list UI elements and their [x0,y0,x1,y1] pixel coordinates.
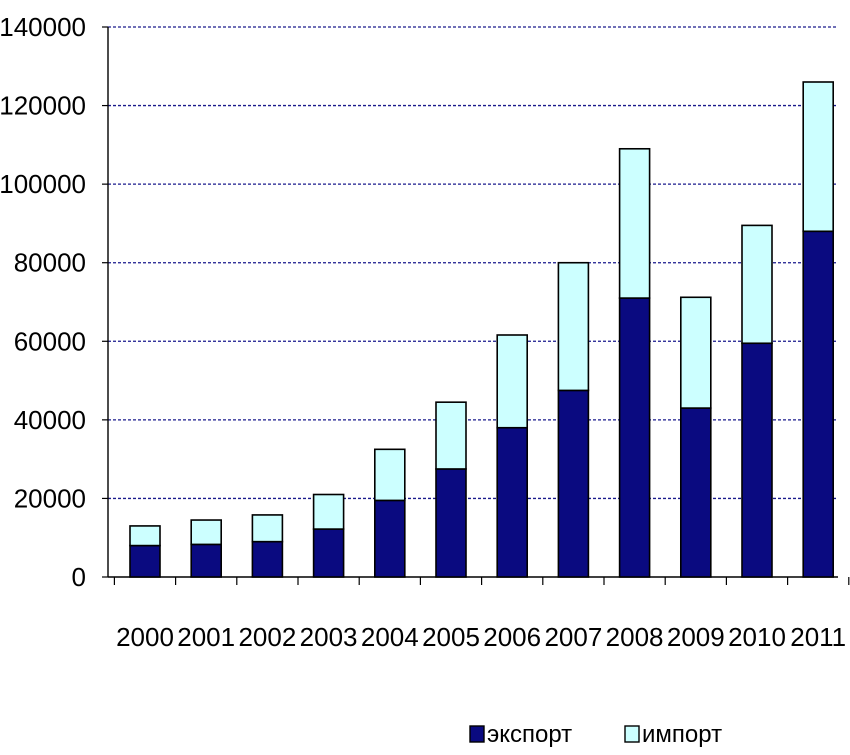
tick-labels: 0 20000 40000 60000 80000 100000 120000 140000 2… [0,12,846,652]
axes [102,26,850,585]
bar-export-2003 [312,528,345,578]
bar-export-2004 [373,499,406,578]
x-tick-label: 2005 [422,622,480,652]
bar-export-2005 [435,468,467,578]
x-tick-label: 2010 [728,622,786,652]
x-tick-label: 2006 [483,622,541,652]
bar-import-2001 [190,519,222,546]
y-tick-label: 20000 [14,483,86,513]
y-tick-label: 0 [72,562,86,592]
bar-import-2010 [741,224,773,345]
x-tick-label: 2002 [238,622,296,652]
x-tick-label: 2007 [544,622,602,652]
bar-import-2000 [129,525,161,547]
y-tick-label: 60000 [14,326,86,356]
bar-export-2002 [251,540,284,578]
bar-import-2002 [251,514,284,543]
y-tick-label: 80000 [14,248,86,278]
bar-export-2001 [190,543,222,578]
x-tick-label: 2009 [667,622,725,652]
bars [129,81,835,578]
bar-import-2008 [618,147,651,299]
y-tick-label: 100000 [0,169,86,199]
x-tick-label: 2008 [606,622,664,652]
legend-label-import: импорт [642,721,722,748]
bar-import-2009 [679,296,712,409]
gridlines [108,26,838,500]
bar-export-2009 [679,407,712,578]
bar-export-2006 [496,426,529,578]
bar-export-2007 [557,389,590,578]
x-tick-label: 2001 [177,622,235,652]
legend-swatch-import [624,725,640,743]
x-tick-label: 2004 [361,622,419,652]
bar-export-2011 [802,230,835,578]
bar-export-2008 [618,297,651,578]
x-tick-label: 2003 [300,622,358,652]
bar-import-2005 [435,401,467,470]
x-tick-label: 2011 [790,622,846,652]
legend-label-export: экспорт [487,721,572,748]
y-tick-label: 40000 [14,405,86,435]
bar-import-2006 [496,334,529,429]
bar-import-2003 [312,493,345,530]
bar-import-2011 [802,81,835,233]
legend-swatch-export [469,725,485,743]
y-tick-label: 120000 [0,91,86,121]
bar-export-2010 [741,342,773,578]
bar-import-2004 [373,448,406,502]
bar-import-2007 [557,261,590,392]
bar-export-2000 [129,544,161,578]
y-tick-label: 140000 [0,12,86,42]
x-tick-label: 2000 [116,622,174,652]
legend: экспорт импорт [469,721,722,748]
